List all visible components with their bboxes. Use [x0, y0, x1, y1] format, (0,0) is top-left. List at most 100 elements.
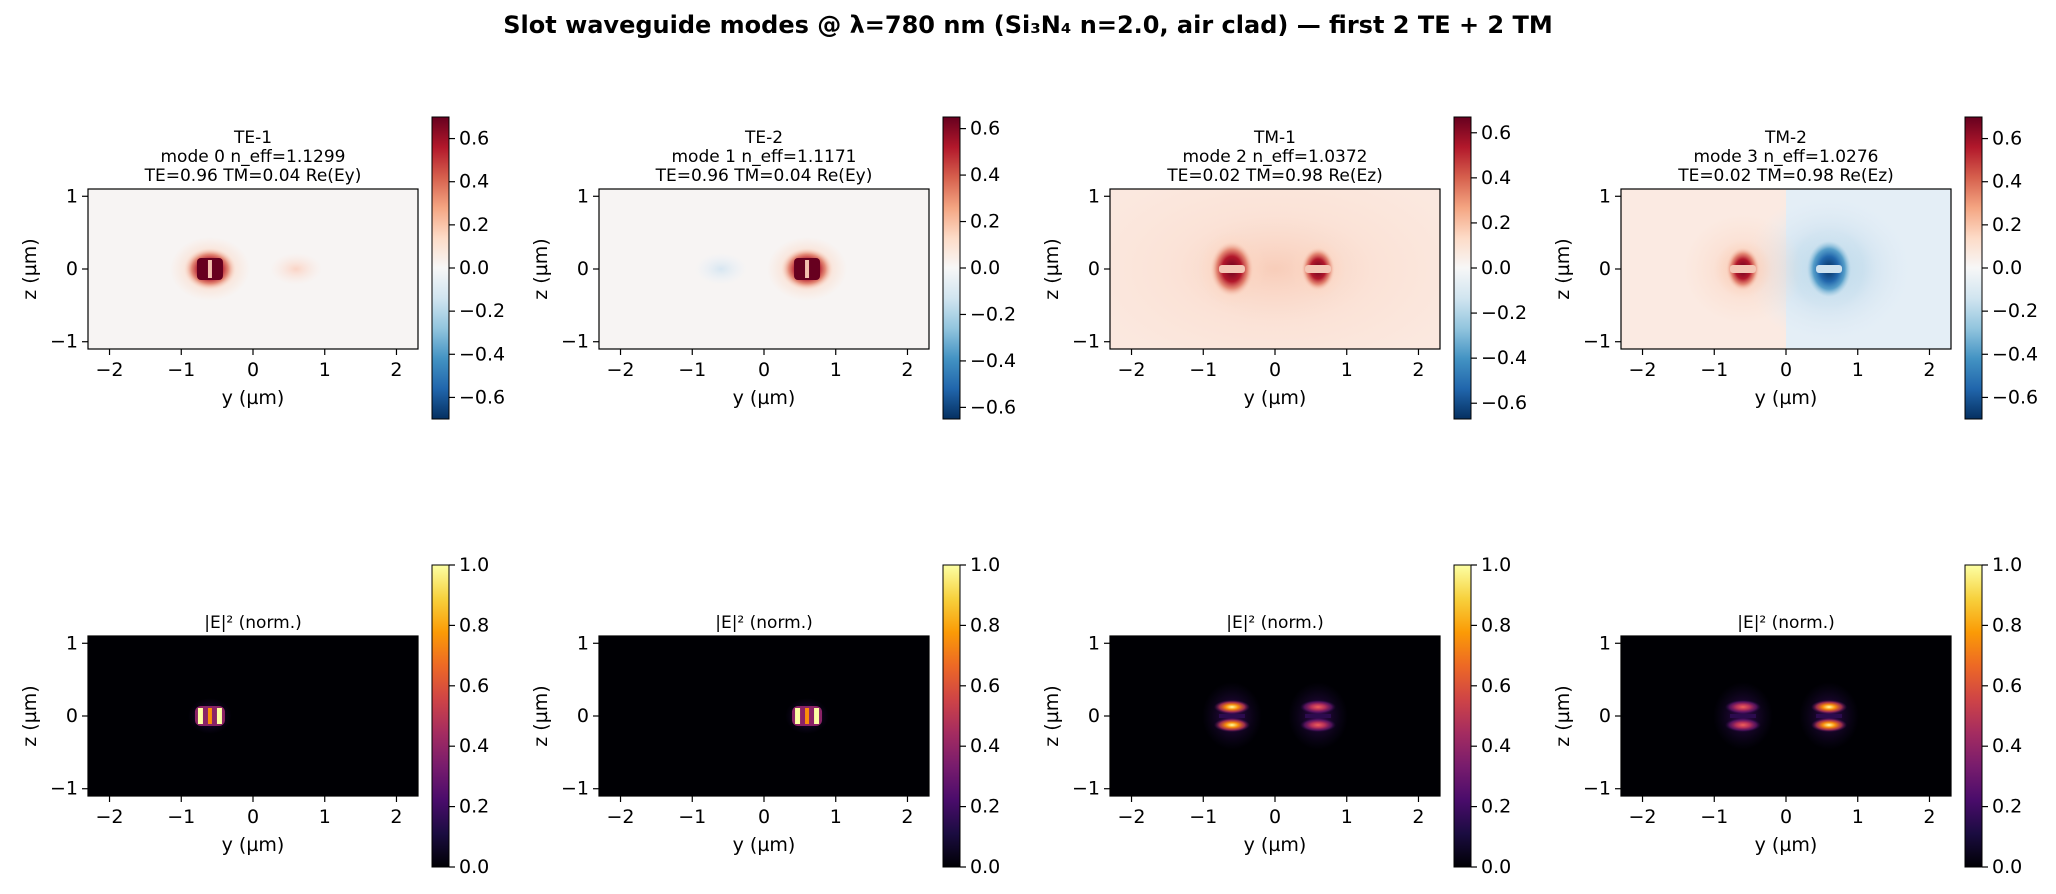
- waveguide-rail: [1305, 714, 1332, 718]
- y-tick-label: 0: [66, 258, 78, 280]
- colorbar-tick-label: 1.0: [1992, 554, 2022, 576]
- colorbar-tick-label: −0.2: [1992, 300, 2038, 322]
- colorbar: −0.6 −0.4 −0.2 0.0 0.2 0.4 0.6: [1964, 116, 2038, 420]
- x-tick-label: −2: [96, 359, 124, 381]
- y-tick-label: 1: [577, 632, 589, 654]
- colorbar-tick-label: −0.6: [459, 386, 505, 408]
- colorbar-tick-label: 0.4: [1992, 735, 2022, 757]
- intensity-edge: [814, 708, 820, 724]
- subplot-title-line: |E|² (norm.): [715, 613, 813, 633]
- x-axis-label: y (µm): [733, 387, 796, 409]
- colorbar-tick-label: 0.6: [1992, 128, 2022, 150]
- colorbar-tick-label: 0.8: [459, 614, 489, 636]
- colorbar-tick-label: 1.0: [459, 554, 489, 576]
- field-background: [599, 636, 929, 796]
- subplot-title-line: TE=0.96 TM=0.04 Re(Ey): [144, 166, 362, 186]
- colorbar-gradient: [1964, 116, 1983, 420]
- field-map: [1110, 636, 1440, 796]
- field-background: [1110, 636, 1440, 796]
- intensity-lobe-upper: [1724, 700, 1761, 714]
- x-tick-label: −1: [167, 359, 195, 381]
- colorbar-tick-label: 0.6: [459, 675, 489, 697]
- colorbar-tick-label: 0.6: [459, 128, 489, 150]
- x-tick-label: −1: [678, 806, 706, 828]
- x-tick-label: 1: [830, 806, 842, 828]
- colorbar-tick-label: 0.0: [1992, 257, 2022, 279]
- x-axis-label: y (µm): [1755, 387, 1818, 409]
- x-tick-label: −1: [1189, 359, 1217, 381]
- colorbar-tick-label: 0.8: [1481, 614, 1511, 636]
- x-tick-label: 1: [1852, 359, 1864, 381]
- colorbar-gradient: [942, 564, 961, 868]
- colorbar-tick-label: −0.4: [1992, 343, 2038, 365]
- x-tick-label: 2: [390, 806, 402, 828]
- figure-title: Slot waveguide modes @ λ=780 nm (Si₃N₄ n…: [503, 11, 1553, 39]
- intensity-lobe-lower: [1300, 718, 1337, 732]
- subplot-title-line: |E|² (norm.): [204, 613, 302, 633]
- colorbar: −0.6 −0.4 −0.2 0.0 0.2 0.4 0.6: [942, 116, 1016, 420]
- subplot-title-line: |E|² (norm.): [1226, 613, 1324, 633]
- x-tick-label: −2: [607, 359, 635, 381]
- x-tick-label: 1: [319, 806, 331, 828]
- colorbar-tick-label: 0.0: [459, 257, 489, 279]
- y-tick-label: −1: [561, 331, 589, 353]
- colorbar-tick-label: 0.2: [1481, 796, 1511, 818]
- colorbar-tick-label: 0.0: [459, 856, 489, 878]
- waveguide-rail: [1729, 714, 1756, 718]
- x-tick-label: 0: [1780, 806, 1792, 828]
- y-axis-label: z (µm): [19, 685, 41, 746]
- colorbar-tick-label: 0.2: [1481, 212, 1511, 234]
- subplot-title-line: mode 3 n_eff=1.0276: [1693, 147, 1878, 167]
- x-tick-label: −1: [167, 806, 195, 828]
- field-map: [599, 636, 929, 796]
- y-tick-label: −1: [50, 778, 78, 800]
- waveguide-rail: [1816, 265, 1843, 273]
- subplot-title-line: TM-1: [1253, 128, 1296, 148]
- x-tick-label: 2: [901, 806, 913, 828]
- subplot-title-line: TE-2: [744, 128, 783, 148]
- y-tick-label: 0: [577, 705, 589, 727]
- subplot-title-line: TE=0.02 TM=0.98 Re(Ez): [1677, 166, 1894, 186]
- x-tick-label: −2: [1118, 359, 1146, 381]
- colorbar-tick-label: 0.2: [459, 796, 489, 818]
- y-axis-label: z (µm): [19, 238, 41, 299]
- y-axis-label: z (µm): [530, 238, 552, 299]
- y-axis-label: z (µm): [1041, 685, 1063, 746]
- waveguide-rail: [1729, 265, 1756, 273]
- colorbar-tick-label: 0.0: [970, 257, 1000, 279]
- colorbar-tick-label: 0.2: [1992, 214, 2022, 236]
- y-tick-label: 1: [577, 185, 589, 207]
- subplot-title-line: TE=0.02 TM=0.98 Re(Ez): [1166, 166, 1383, 186]
- field-map: [88, 189, 418, 349]
- colorbar-tick-label: 0.6: [1992, 675, 2022, 697]
- y-tick-label: −1: [1072, 778, 1100, 800]
- colorbar-tick-label: −0.6: [1481, 392, 1527, 414]
- x-axis-label: y (µm): [1244, 387, 1307, 409]
- x-tick-label: 0: [758, 806, 770, 828]
- colorbar-tick-label: −0.6: [970, 396, 1016, 418]
- x-tick-label: 0: [1780, 359, 1792, 381]
- field-background: [599, 189, 929, 349]
- y-tick-label: 1: [1599, 632, 1611, 654]
- colorbar-tick-label: 0.6: [970, 118, 1000, 140]
- y-tick-label: −1: [50, 331, 78, 353]
- colorbar-tick-label: −0.6: [1992, 386, 2038, 408]
- colorbar-tick-label: 0.4: [1992, 171, 2022, 193]
- colorbar-gradient: [431, 116, 450, 420]
- colorbar-gradient: [942, 116, 961, 420]
- colorbar-tick-label: 0.4: [1481, 735, 1511, 757]
- mode-envelope: [1110, 189, 1440, 349]
- colorbar-tick-label: 0.4: [459, 171, 489, 193]
- colorbar-tick-label: −0.4: [459, 343, 505, 365]
- colorbar: 0.0 0.2 0.4 0.6 0.8 1.0: [1453, 554, 1511, 878]
- colorbar-gradient: [431, 564, 450, 868]
- subplot-title-line: TE-1: [233, 128, 272, 148]
- colorbar: 0.0 0.2 0.4 0.6 0.8 1.0: [431, 554, 489, 878]
- colorbar-tick-label: 0.0: [1992, 856, 2022, 878]
- x-tick-label: −2: [1118, 806, 1146, 828]
- intensity-lobe-lower: [1811, 718, 1848, 732]
